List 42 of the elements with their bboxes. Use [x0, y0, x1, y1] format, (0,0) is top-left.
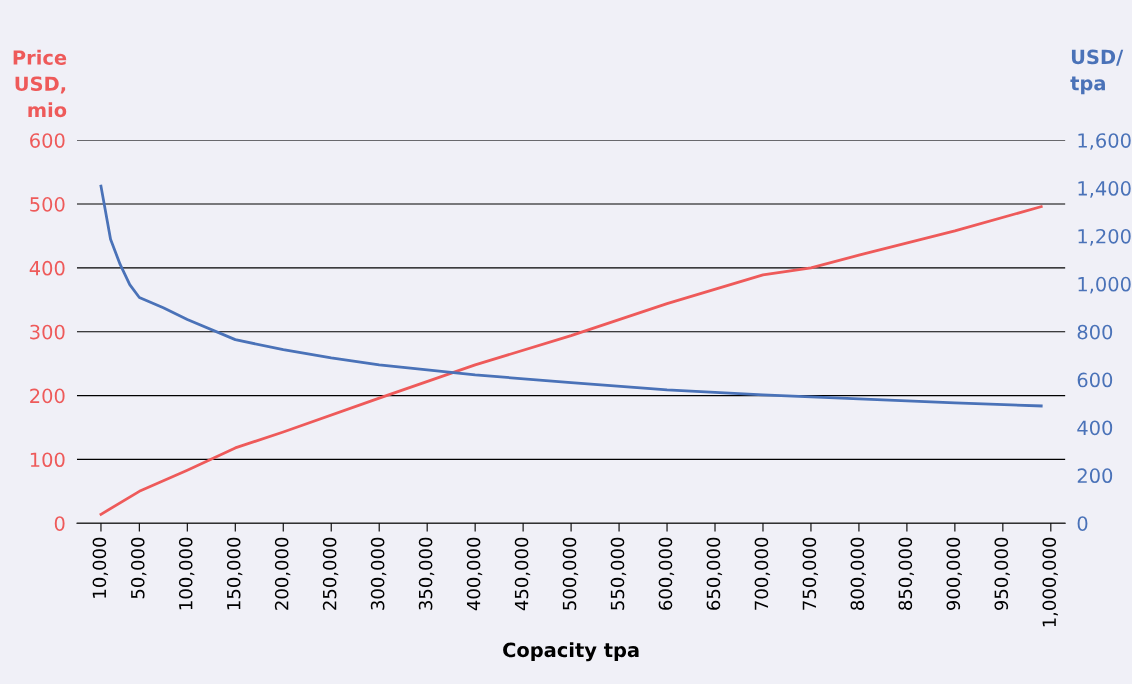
- x-tick-label: 800,000: [850, 537, 867, 610]
- x-tick-label: 10,000: [92, 537, 109, 598]
- y-axis-title: Price USD, mio: [13, 49, 67, 118]
- x-tick-label: 200,000: [274, 537, 291, 610]
- y2-tick-label: 1,400: [1078, 181, 1131, 198]
- y2-tick-label: 400: [1077, 420, 1113, 436]
- y-tick-label: 300: [30, 324, 65, 340]
- y-tick-label: 0: [54, 516, 65, 531]
- x-tick-label: 150,000: [226, 537, 243, 610]
- x-tick-label: 400,000: [466, 537, 483, 611]
- y2-tick-label: 600: [1077, 372, 1113, 388]
- y-tick-label: 500: [30, 197, 65, 212]
- x-tick-label: 950,000: [994, 537, 1010, 610]
- y2-tick-label: 1,200: [1078, 228, 1131, 246]
- x-tick-label: 350,000: [418, 537, 435, 610]
- x-tick-label: 450,000: [514, 537, 531, 611]
- x-tick-label: 700,000: [754, 537, 771, 610]
- y2-axis-title: USD/ tpa: [1070, 49, 1124, 95]
- x-tick-label: 550,000: [610, 537, 627, 610]
- y2-tick-label: 1,000: [1078, 276, 1131, 294]
- y2-tick-label: 0: [1077, 516, 1088, 531]
- x-tick-label: 250,000: [322, 537, 339, 610]
- y2-tick-label: 1,600: [1078, 133, 1131, 150]
- x-tick-label: 100,000: [178, 537, 195, 610]
- x-axis-title: Copacity tpa: [503, 642, 639, 662]
- y-tick-label: 600: [30, 133, 65, 148]
- y-tick-label: 400: [29, 260, 65, 276]
- x-tick-label: 600,000: [658, 537, 675, 610]
- x-tick-label: 500,000: [562, 537, 579, 610]
- x-tick-label: 850,000: [898, 537, 914, 610]
- x-tick-label: 300,000: [370, 537, 387, 610]
- line-series: [99, 205, 1043, 516]
- x-tick-label: 750,000: [802, 537, 819, 610]
- y2-tick-label: 200: [1077, 468, 1113, 484]
- x-tick-label: 650,000: [706, 537, 723, 610]
- x-tick-label: 1,000,000: [1042, 537, 1058, 627]
- x-tick-label: 50,000: [130, 537, 147, 599]
- y-tick-label: 200: [30, 388, 65, 404]
- x-tick-label: 900,000: [946, 537, 962, 610]
- y-tick-label: 100: [30, 452, 65, 468]
- y2-tick-label: 800: [1077, 324, 1113, 340]
- line-series: [99, 184, 1043, 408]
